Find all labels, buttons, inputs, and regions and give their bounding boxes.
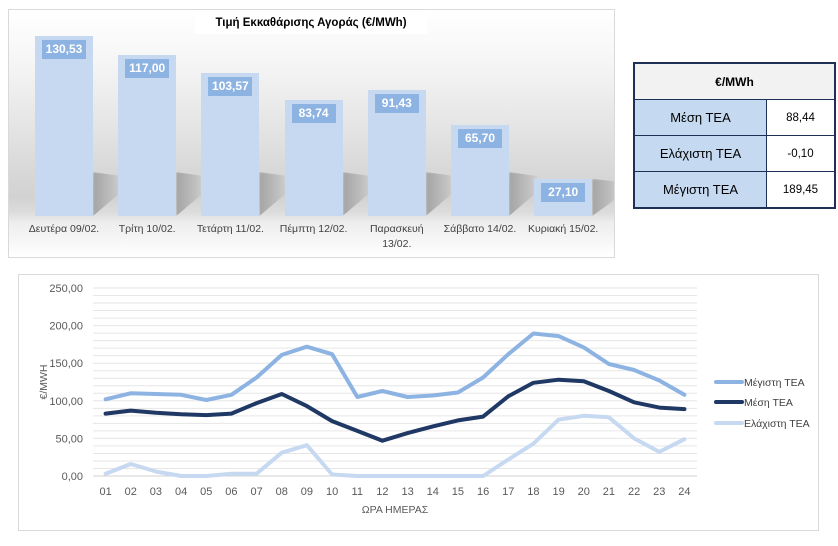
bar-value-label: 91,43 bbox=[374, 93, 419, 113]
x-tick-label: 03 bbox=[150, 486, 162, 498]
x-tick-label: 04 bbox=[175, 486, 187, 498]
x-tick-label: 10 bbox=[326, 486, 338, 498]
line-chart-svg: 0,00 50,00 100,00 150,00 200,00 250,00 01 02 03 0… bbox=[38, 283, 810, 516]
y-tick-label: 200,00 bbox=[49, 321, 83, 333]
x-tick-label: 22 bbox=[628, 486, 640, 498]
table-header: €/MWh bbox=[633, 62, 836, 100]
bar-value-label: 83,74 bbox=[291, 104, 336, 124]
category-label: Πέμπτη 12/02. bbox=[279, 223, 348, 235]
row-value-max: 189,45 bbox=[766, 171, 836, 209]
bar bbox=[118, 54, 177, 216]
x-tick-label: 15 bbox=[452, 486, 464, 498]
x-tick-label: 24 bbox=[678, 486, 690, 498]
x-tick-label: 13 bbox=[401, 486, 413, 498]
x-tick-label: 11 bbox=[352, 486, 363, 498]
x-tick-label: 05 bbox=[200, 486, 212, 498]
x-tick-label: 20 bbox=[578, 486, 590, 498]
x-tick-label: 09 bbox=[301, 486, 313, 498]
table-row: Ελάχιστη ΤΕΑ -0,10 bbox=[633, 135, 836, 172]
table-header-row: €/MWh bbox=[633, 62, 836, 100]
x-tick-label: 23 bbox=[653, 486, 665, 498]
bar-value-label: 65,70 bbox=[458, 129, 502, 149]
table-row: Μέση ΤΕΑ 88,44 bbox=[633, 99, 836, 136]
category-label: Δευτέρα 09/02. bbox=[28, 223, 100, 235]
bar-chart-title: Τιμή Εκκαθάρισης Αγοράς (€/MWh) bbox=[195, 13, 427, 34]
bar-value-label: 27,10 bbox=[541, 182, 586, 202]
x-tick-label: 14 bbox=[427, 486, 439, 498]
row-label-mean: Μέση ΤΕΑ bbox=[633, 99, 767, 136]
series-line-mean bbox=[103, 377, 687, 443]
y-tick-label: 150,00 bbox=[49, 358, 83, 370]
bar-shadow bbox=[592, 178, 614, 216]
bar-value-label: 117,00 bbox=[125, 58, 170, 78]
x-tick-label: 12 bbox=[376, 486, 388, 498]
y-tick-label: 0,00 bbox=[62, 471, 83, 483]
category-label: Κυριακή 15/02. bbox=[528, 223, 599, 235]
bar bbox=[35, 35, 93, 216]
y-tick-label: 250,00 bbox=[49, 283, 83, 295]
x-tick-label: 06 bbox=[225, 486, 237, 498]
x-axis-title: ΩΡΑ ΗΜΕΡΑΣ bbox=[362, 504, 429, 516]
x-tick-label: 02 bbox=[125, 486, 137, 498]
series-line-min bbox=[103, 413, 687, 478]
x-tick-label: 16 bbox=[477, 486, 489, 498]
daily-price-bar-chart: Τιμή Εκκαθάρισης Αγοράς (€/MWh) 130,53 Δε… bbox=[8, 9, 615, 258]
x-tick-label: 17 bbox=[502, 486, 514, 498]
table-row: Μέγιστη ΤΕΑ 189,45 bbox=[633, 171, 836, 209]
legend-item-min-label: Ελάχιστη ΤΕΑ bbox=[744, 418, 810, 430]
x-tick-label: 19 bbox=[552, 486, 564, 498]
price-summary-table: €/MWh Μέση ΤΕΑ 88,44 Ελάχιστη ΤΕΑ -0,10 … bbox=[633, 62, 836, 209]
bar-value-label: 130,53 bbox=[42, 39, 86, 59]
category-label: Τετάρτη 11/02. bbox=[196, 223, 264, 235]
x-tick-label: 07 bbox=[250, 486, 262, 498]
y-axis-title: €/MWH bbox=[38, 365, 50, 400]
legend-item-mean-label: Μέση ΤΕΑ bbox=[744, 397, 793, 409]
row-value-min: -0,10 bbox=[766, 135, 836, 172]
row-label-max: Μέγιστη ΤΕΑ bbox=[633, 171, 767, 209]
category-label: Σάββατο 14/02. bbox=[443, 223, 517, 235]
x-tick-label: 08 bbox=[276, 486, 288, 498]
bar bbox=[201, 73, 260, 216]
x-tick-label: 01 bbox=[99, 486, 111, 498]
legend-item-max-label: Μέγιστη ΤΕΑ bbox=[744, 377, 805, 389]
category-label: Παρασκευή 13/02. bbox=[369, 223, 424, 250]
x-tick-label: 21 bbox=[603, 486, 615, 498]
bar-value-label: 103,57 bbox=[208, 77, 253, 97]
y-tick-label: 100,00 bbox=[49, 396, 83, 408]
series-line-max bbox=[103, 331, 687, 402]
category-label: Τρίτη 10/02. bbox=[118, 223, 176, 235]
y-tick-label: 50,00 bbox=[55, 433, 83, 445]
row-value-mean: 88,44 bbox=[766, 99, 836, 136]
hourly-price-line-chart: 0,00 50,00 100,00 150,00 200,00 250,00 01 02 03 0… bbox=[18, 274, 819, 531]
x-tick-label: 18 bbox=[527, 486, 539, 498]
row-label-min: Ελάχιστη ΤΕΑ bbox=[633, 135, 767, 172]
